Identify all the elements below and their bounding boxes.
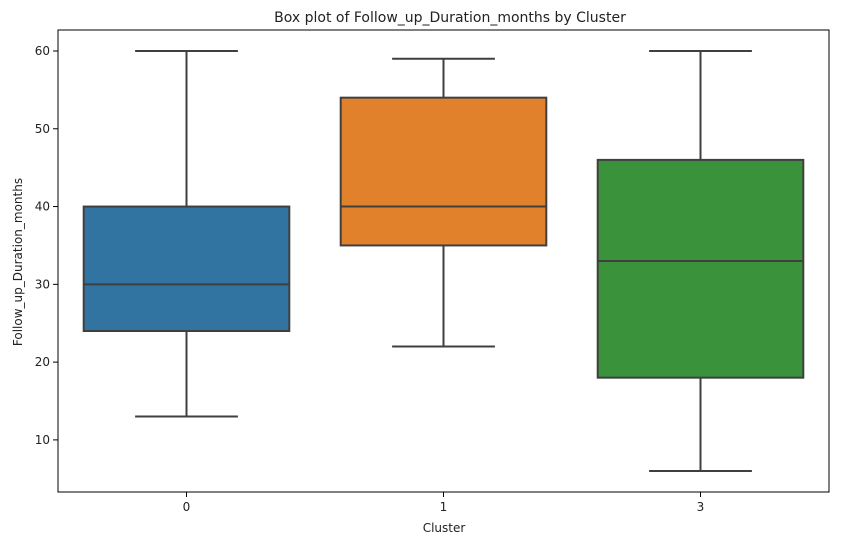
- chart-title: Box plot of Follow_up_Duration_months by…: [274, 10, 626, 26]
- y-tick-label: 40: [35, 200, 50, 214]
- box-3: [596, 158, 805, 379]
- plot-area: 0 1 3 10 20 30 40 50 60: [35, 29, 830, 514]
- y-tick-label: 30: [35, 277, 50, 291]
- x-tick-label: 3: [697, 500, 705, 514]
- y-tick-label: 20: [35, 355, 50, 369]
- plot-frame: [57, 29, 830, 493]
- y-axis-title: Follow_up_Duration_months: [11, 178, 25, 346]
- x-tick-label: 0: [183, 500, 191, 514]
- box-1: [339, 96, 548, 247]
- y-tick-label: 60: [35, 44, 50, 58]
- y-tick-label: 50: [35, 122, 50, 136]
- x-tick-label: 1: [440, 500, 448, 514]
- box-0: [82, 205, 291, 332]
- y-tick-label: 10: [35, 433, 50, 447]
- x-axis-title: Cluster: [423, 521, 466, 535]
